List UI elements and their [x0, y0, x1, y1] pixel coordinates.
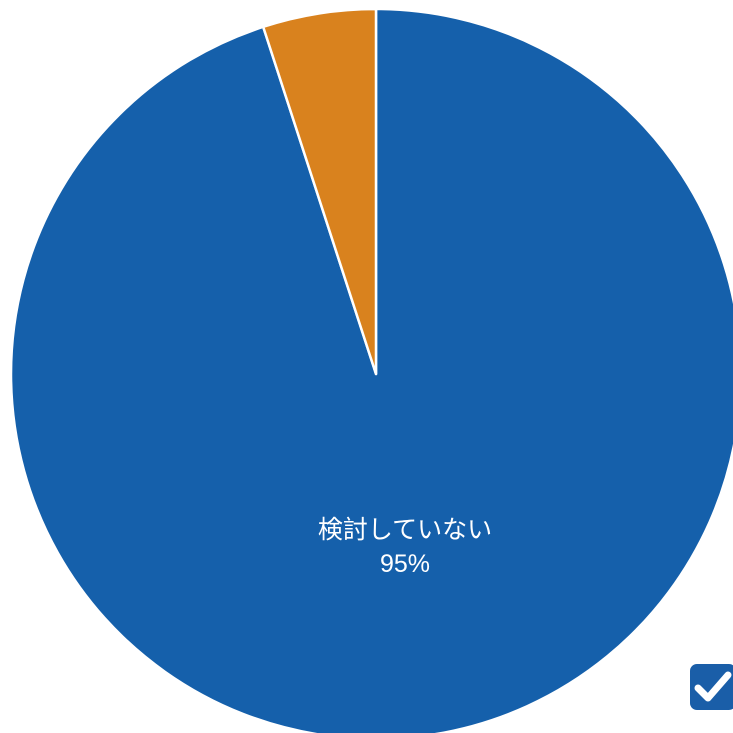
pie-slices: [9, 7, 733, 733]
slice-label-name: 検討していない: [318, 516, 492, 544]
slice-label-value: 95%: [380, 550, 430, 578]
pie-slice-0: [9, 7, 733, 733]
pie-slice-1: [261, 7, 378, 376]
checkmark-icon: [694, 671, 732, 702]
checkbox-badge: [690, 664, 733, 710]
pie-labels: 検討していない 95%: [318, 516, 492, 578]
